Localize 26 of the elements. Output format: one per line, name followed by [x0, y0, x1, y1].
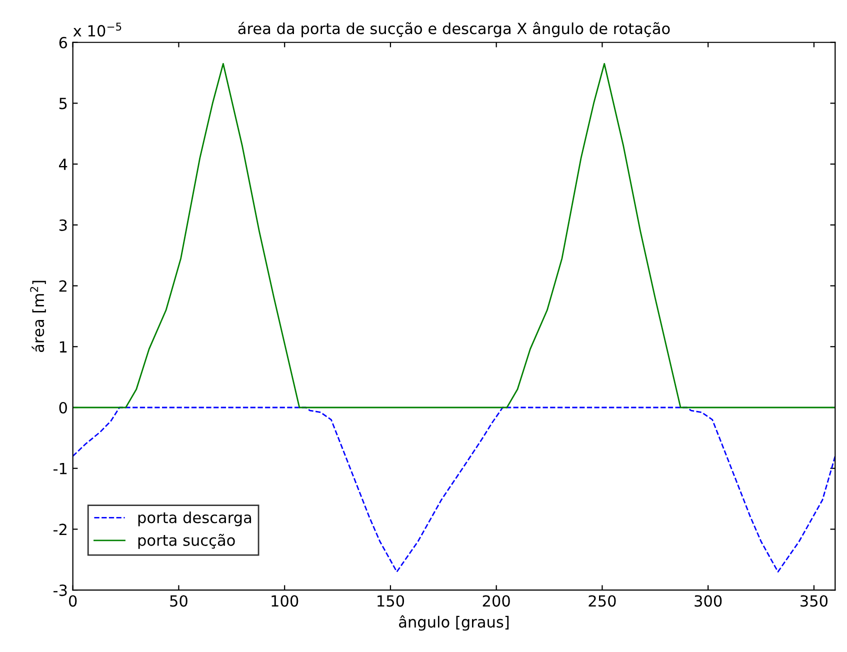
legend-label: porta sucção: [138, 534, 235, 549]
chart-title: área da porta de sucção e descarga X ângulo de rotação: [238, 22, 670, 38]
line-series: [72, 406, 836, 572]
y-tick-label: 4: [59, 158, 68, 170]
x-tick-label: 150: [378, 595, 404, 607]
y-tick-label: -3: [53, 584, 67, 596]
line-series: [72, 62, 836, 408]
y-tick-label: 3: [59, 219, 67, 231]
x-tick-label: 200: [482, 595, 510, 607]
y-tick-label: 5: [59, 98, 67, 110]
x-tick-label: 300: [694, 595, 722, 607]
y-tick-label: 0: [59, 402, 67, 414]
x-tick-label: 250: [588, 595, 616, 607]
y-axis-title: área [m$^{2}$]: [30, 280, 46, 352]
y-tick-label: 1: [60, 341, 67, 352]
legend-label: porta descarga: [138, 511, 252, 526]
x-tick-label: 350: [800, 595, 828, 607]
y-tick-label: -2: [53, 524, 66, 536]
text: x 10$^{−5}$: [73, 22, 122, 37]
x-axis-title: ângulo [graus]: [399, 615, 509, 631]
x-tick-label: 100: [272, 595, 298, 607]
y-tick-label: 2: [59, 280, 66, 292]
y-tick-label: -1: [53, 463, 67, 474]
y-tick-label: 6: [59, 36, 68, 48]
x-tick-label: 0: [68, 595, 77, 607]
x-tick-label: 50: [170, 595, 188, 607]
